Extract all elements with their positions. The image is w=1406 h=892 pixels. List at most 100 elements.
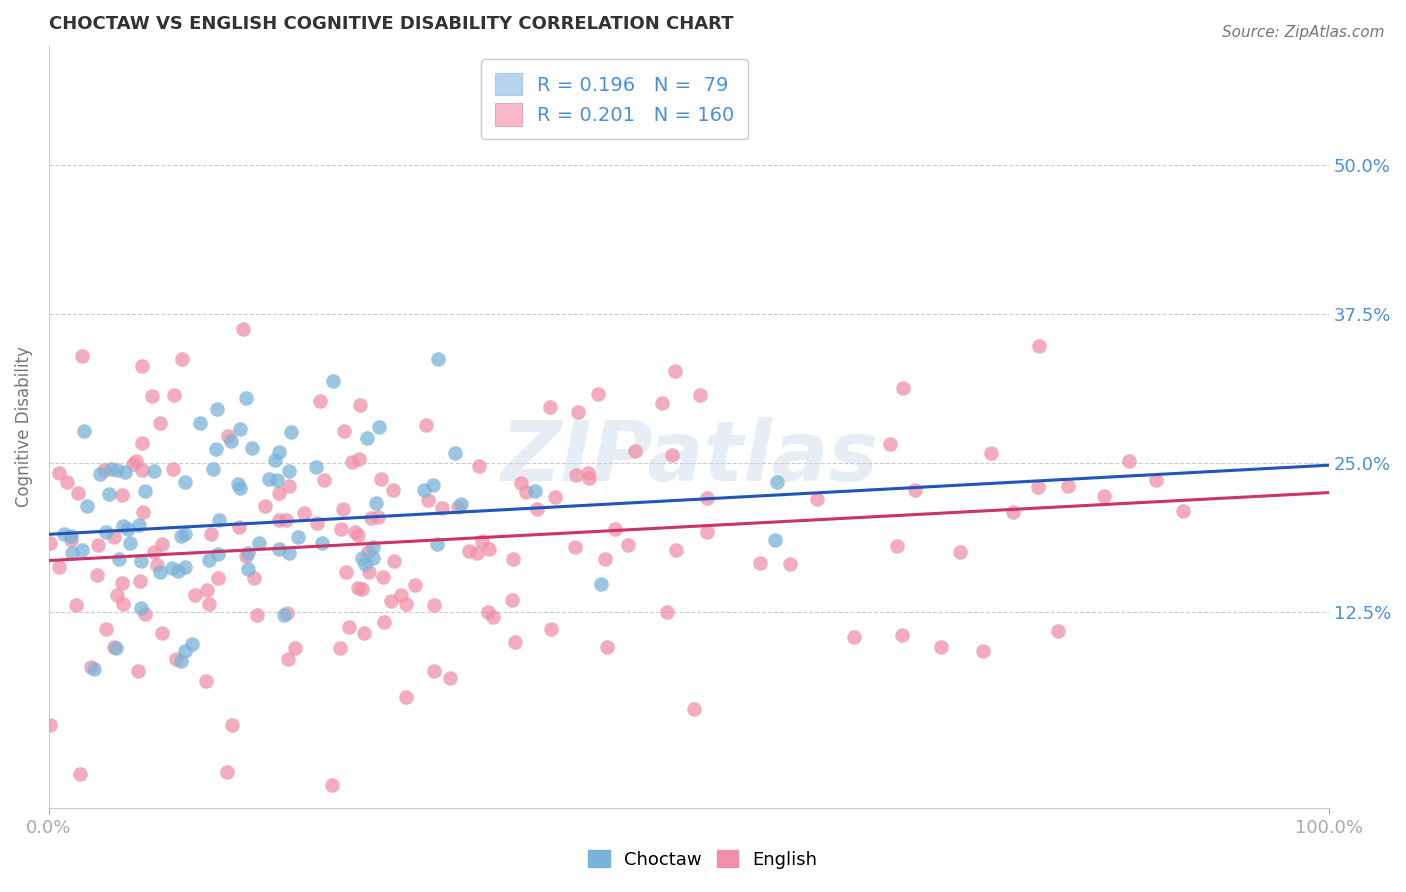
Point — [347, 528, 370, 542]
Point — [149, 565, 172, 579]
Point — [269, 513, 291, 527]
Point — [60, 529, 83, 543]
Point — [89, 467, 111, 482]
Point — [1171, 504, 1194, 518]
Point — [844, 630, 866, 644]
Point — [264, 453, 287, 467]
Point — [66, 485, 89, 500]
Point — [118, 536, 141, 550]
Point — [48, 559, 70, 574]
Point — [502, 551, 524, 566]
Point — [163, 388, 186, 402]
Point — [526, 501, 548, 516]
Point — [236, 562, 259, 576]
Point — [696, 525, 718, 540]
Point — [246, 608, 269, 623]
Point — [591, 577, 613, 591]
Point — [195, 673, 218, 688]
Point — [309, 394, 332, 409]
Point — [661, 449, 683, 463]
Point — [125, 454, 148, 468]
Point — [617, 538, 640, 552]
Point — [200, 527, 222, 541]
Point — [524, 483, 547, 498]
Point — [503, 634, 526, 648]
Point — [207, 547, 229, 561]
Point — [578, 471, 600, 485]
Point — [146, 558, 169, 573]
Point — [312, 473, 335, 487]
Point — [322, 374, 344, 388]
Point — [354, 557, 377, 571]
Point — [273, 608, 295, 623]
Point — [284, 640, 307, 655]
Point — [477, 605, 499, 619]
Point — [430, 501, 453, 516]
Point — [207, 571, 229, 585]
Point — [80, 660, 103, 674]
Point — [117, 522, 139, 536]
Point — [278, 479, 301, 493]
Point — [129, 554, 152, 568]
Point — [266, 473, 288, 487]
Point — [198, 597, 221, 611]
Point — [287, 530, 309, 544]
Point — [886, 539, 908, 553]
Point — [219, 434, 242, 448]
Point — [105, 588, 128, 602]
Point — [305, 516, 328, 530]
Point — [131, 463, 153, 477]
Point — [368, 420, 391, 434]
Point — [567, 405, 589, 419]
Point — [389, 589, 412, 603]
Point — [450, 497, 472, 511]
Point — [240, 441, 263, 455]
Point — [53, 527, 76, 541]
Point — [416, 492, 439, 507]
Point — [112, 519, 135, 533]
Point — [236, 546, 259, 560]
Point — [501, 593, 523, 607]
Point — [382, 554, 405, 568]
Text: CHOCTAW VS ENGLISH COGNITIVE DISABILITY CORRELATION CHART: CHOCTAW VS ENGLISH COGNITIVE DISABILITY … — [49, 15, 734, 33]
Point — [330, 522, 353, 536]
Point — [110, 488, 132, 502]
Point — [806, 491, 828, 506]
Point — [131, 436, 153, 450]
Point — [515, 485, 537, 500]
Point — [879, 437, 901, 451]
Point — [217, 428, 239, 442]
Point — [347, 581, 370, 595]
Point — [332, 424, 354, 438]
Point — [149, 416, 172, 430]
Point — [111, 575, 134, 590]
Point — [143, 544, 166, 558]
Point — [72, 349, 94, 363]
Point — [83, 662, 105, 676]
Point — [98, 487, 121, 501]
Point — [235, 549, 257, 563]
Point — [422, 477, 444, 491]
Point — [361, 551, 384, 566]
Point — [540, 622, 562, 636]
Point — [340, 455, 363, 469]
Point — [65, 599, 87, 613]
Legend: Choctaw, English: Choctaw, English — [581, 843, 825, 876]
Point — [232, 321, 254, 335]
Point — [60, 546, 83, 560]
Point — [195, 582, 218, 597]
Point — [412, 483, 434, 498]
Point — [665, 543, 688, 558]
Point — [129, 574, 152, 588]
Point — [404, 578, 426, 592]
Point — [254, 499, 277, 513]
Point — [890, 628, 912, 642]
Point — [134, 483, 156, 498]
Point — [69, 766, 91, 780]
Point — [274, 513, 297, 527]
Point — [381, 483, 404, 497]
Point — [576, 467, 599, 481]
Point — [624, 444, 647, 458]
Point — [343, 525, 366, 540]
Point — [243, 571, 266, 585]
